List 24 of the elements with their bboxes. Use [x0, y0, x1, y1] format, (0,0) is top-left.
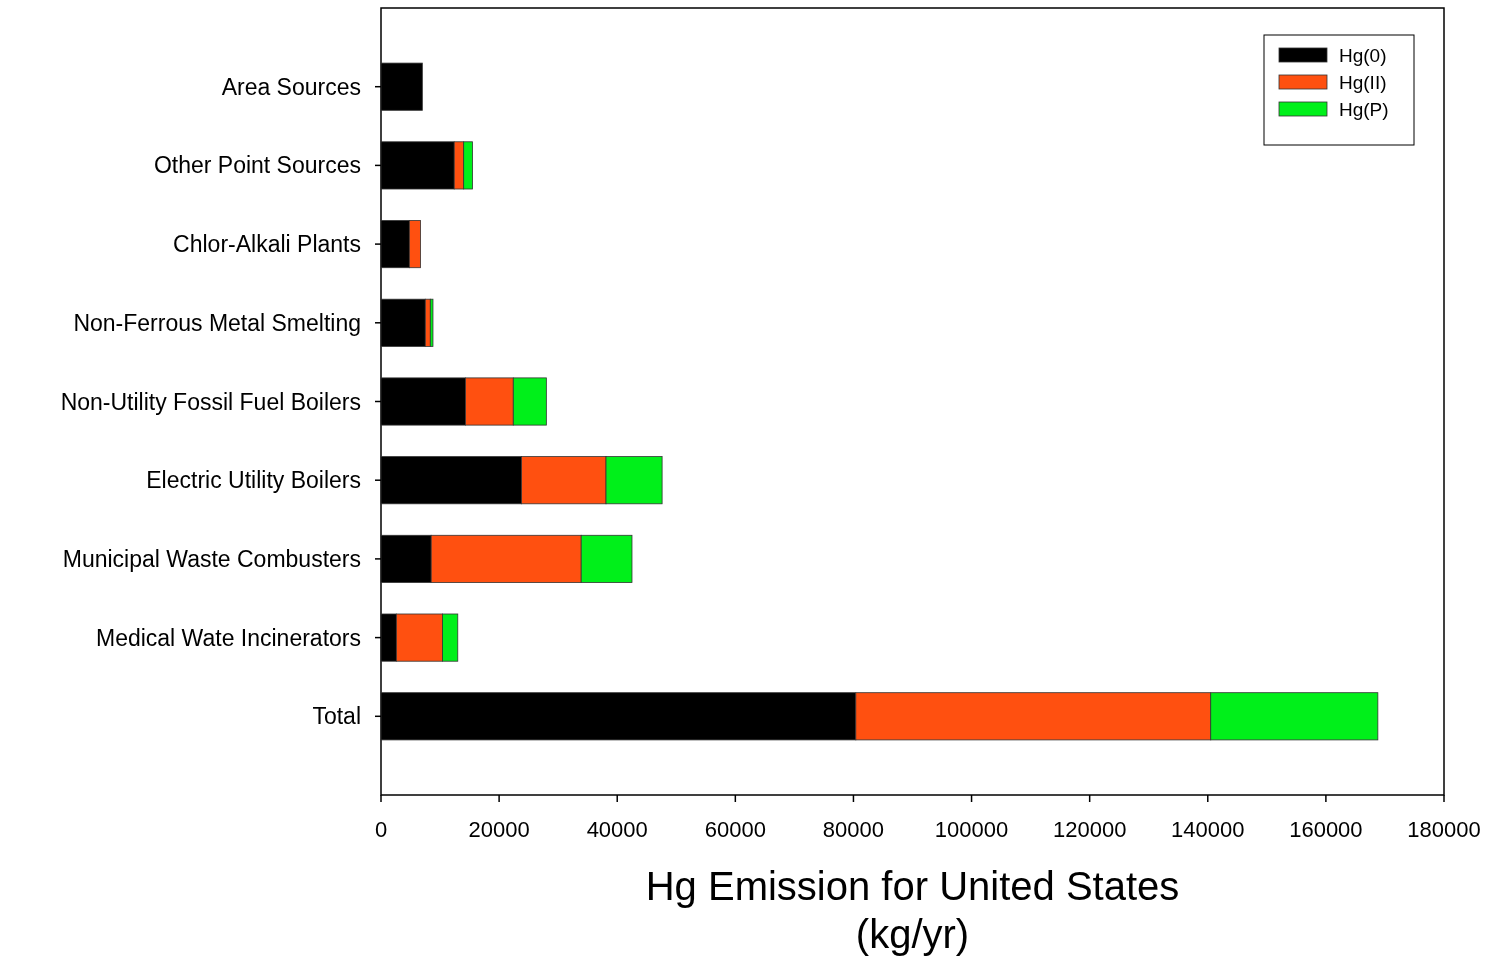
x-tick-label: 140000: [1171, 817, 1245, 842]
x-tick-label: 120000: [1052, 817, 1127, 842]
legend-label: Hg(0): [1339, 44, 1387, 66]
y-tick-label: Medical Wate Incinerators: [95, 624, 361, 651]
x-tick-label: 100000: [934, 817, 1009, 842]
x-tick-label: 80000: [822, 817, 885, 842]
x-axis-title: Hg Emission for United States (kg/yr): [645, 864, 1180, 956]
x-tick-label: 180000: [1407, 817, 1481, 842]
y-tick-label: Electric Utility Boilers: [146, 467, 361, 494]
y-tick-label: Area Sources: [221, 73, 361, 100]
x-tick-label: 60000: [704, 817, 766, 842]
y-tick-label: Other Point Sources: [153, 152, 361, 179]
y-tick-label: Non-Ferrous Metal Smelting: [73, 309, 361, 336]
bar: [429, 298, 434, 347]
y-tick-label: Non-Utility Fossil Fuel Boilers: [60, 388, 361, 415]
x-tick-label: 20000: [468, 817, 530, 842]
legend-label: Hg(P): [1339, 98, 1389, 120]
legend-label: Hg(II): [1339, 71, 1387, 93]
y-tick-label: Municipal Waste Combusters: [62, 545, 361, 572]
y-tick-label: Total: [312, 703, 361, 730]
y-tick-label: Chlor-Alkali Plants: [173, 231, 361, 258]
x-tick-label: 40000: [586, 817, 648, 842]
x-tick-label: 0: [374, 817, 388, 842]
x-tick-label: 160000: [1289, 817, 1363, 842]
